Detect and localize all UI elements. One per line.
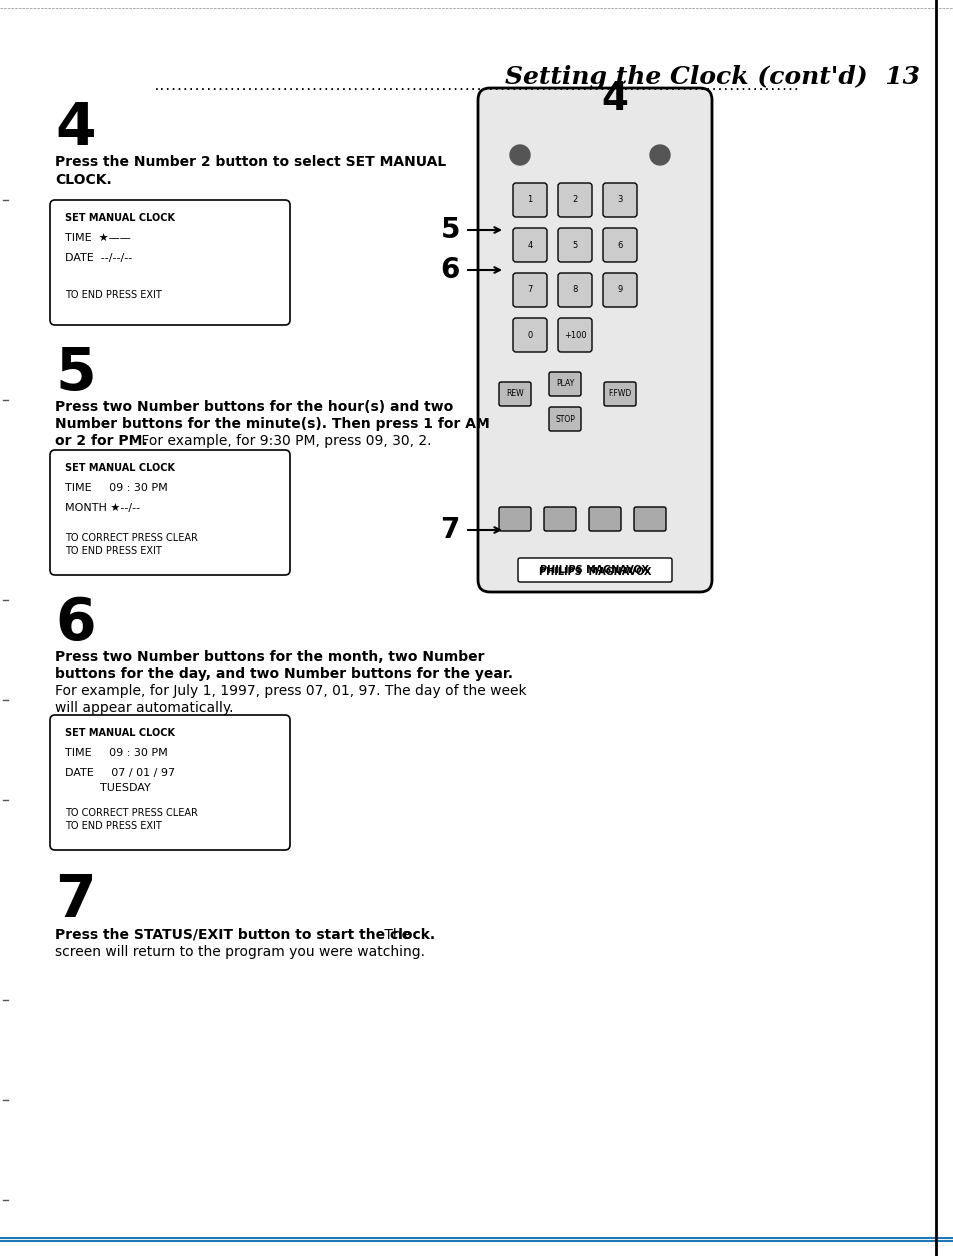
- FancyBboxPatch shape: [634, 507, 665, 531]
- Text: 7: 7: [527, 285, 532, 294]
- FancyBboxPatch shape: [602, 229, 637, 263]
- Text: MONTH ★--/--: MONTH ★--/--: [65, 502, 140, 512]
- Text: 2: 2: [572, 196, 577, 205]
- FancyBboxPatch shape: [548, 372, 580, 396]
- FancyBboxPatch shape: [588, 507, 620, 531]
- FancyBboxPatch shape: [603, 382, 636, 406]
- FancyBboxPatch shape: [498, 382, 531, 406]
- FancyBboxPatch shape: [50, 715, 290, 850]
- Text: 6: 6: [55, 595, 95, 652]
- Text: Setting the Clock (cont'd)  13: Setting the Clock (cont'd) 13: [504, 65, 919, 89]
- Text: SET MANUAL CLOCK: SET MANUAL CLOCK: [65, 214, 174, 224]
- FancyBboxPatch shape: [50, 450, 290, 575]
- Text: +100: +100: [563, 330, 586, 339]
- FancyBboxPatch shape: [50, 200, 290, 325]
- Text: 3: 3: [617, 196, 622, 205]
- Text: 8: 8: [572, 285, 578, 294]
- FancyBboxPatch shape: [477, 88, 711, 592]
- Text: TUESDAY: TUESDAY: [100, 782, 151, 793]
- Text: PLAY: PLAY: [556, 379, 574, 388]
- Text: SET MANUAL CLOCK: SET MANUAL CLOCK: [65, 728, 174, 739]
- FancyBboxPatch shape: [513, 183, 546, 217]
- Text: will appear automatically.: will appear automatically.: [55, 701, 233, 715]
- Text: The: The: [379, 928, 410, 942]
- Text: DATE     07 / 01 / 97: DATE 07 / 01 / 97: [65, 767, 175, 777]
- FancyBboxPatch shape: [513, 318, 546, 352]
- Text: Press two Number buttons for the month, two Number: Press two Number buttons for the month, …: [55, 651, 484, 664]
- Text: 7: 7: [55, 872, 95, 929]
- FancyBboxPatch shape: [513, 273, 546, 306]
- Text: TO CORRECT PRESS CLEAR: TO CORRECT PRESS CLEAR: [65, 808, 197, 818]
- Text: TIME     09 : 30 PM: TIME 09 : 30 PM: [65, 484, 168, 494]
- Text: 4: 4: [55, 100, 95, 157]
- Text: 1: 1: [527, 196, 532, 205]
- Text: 0: 0: [527, 330, 532, 339]
- Text: For example, for July 1, 1997, press 07, 01, 97. The day of the week: For example, for July 1, 1997, press 07,…: [55, 685, 526, 698]
- Text: 4: 4: [601, 80, 628, 118]
- Text: F.FWD: F.FWD: [608, 389, 631, 398]
- Text: TO END PRESS EXIT: TO END PRESS EXIT: [65, 821, 162, 831]
- Text: TO END PRESS EXIT: TO END PRESS EXIT: [65, 290, 162, 300]
- Text: Press two Number buttons for the hour(s) and two: Press two Number buttons for the hour(s)…: [55, 399, 457, 414]
- Text: 9: 9: [617, 285, 622, 294]
- FancyBboxPatch shape: [602, 273, 637, 306]
- Text: or 2 for PM.: or 2 for PM.: [55, 435, 148, 448]
- FancyBboxPatch shape: [558, 318, 592, 352]
- Circle shape: [649, 144, 669, 165]
- FancyBboxPatch shape: [548, 407, 580, 431]
- Text: TIME  ★——: TIME ★——: [65, 234, 131, 242]
- Text: TIME     09 : 30 PM: TIME 09 : 30 PM: [65, 749, 168, 759]
- Text: For example, for 9:30 PM, press 09, 30, 2.: For example, for 9:30 PM, press 09, 30, …: [137, 435, 431, 448]
- FancyBboxPatch shape: [558, 183, 592, 217]
- FancyBboxPatch shape: [558, 229, 592, 263]
- Text: 6: 6: [440, 256, 459, 284]
- FancyBboxPatch shape: [558, 273, 592, 306]
- Text: buttons for the day, and two Number buttons for the year.: buttons for the day, and two Number butt…: [55, 667, 513, 681]
- Text: Press the Number 2 button to select SET MANUAL
CLOCK.: Press the Number 2 button to select SET …: [55, 154, 446, 187]
- FancyBboxPatch shape: [602, 183, 637, 217]
- FancyBboxPatch shape: [543, 507, 576, 531]
- FancyBboxPatch shape: [498, 507, 531, 531]
- FancyBboxPatch shape: [517, 558, 671, 582]
- Text: 7: 7: [440, 516, 459, 544]
- Text: Press the STATUS/EXIT button to start the clock.: Press the STATUS/EXIT button to start th…: [55, 928, 435, 942]
- Text: screen will return to the program you were watching.: screen will return to the program you we…: [55, 945, 424, 960]
- Text: ................................................................................: ........................................…: [153, 82, 800, 92]
- Text: PHILIPS MAGNAVOX: PHILIPS MAGNAVOX: [540, 565, 649, 575]
- Text: 6: 6: [617, 240, 622, 250]
- Text: SET MANUAL CLOCK: SET MANUAL CLOCK: [65, 463, 174, 474]
- Text: DATE  --/--/--: DATE --/--/--: [65, 252, 132, 263]
- Text: STOP: STOP: [555, 414, 575, 423]
- Text: 5: 5: [572, 240, 577, 250]
- Text: REW: REW: [506, 389, 523, 398]
- Circle shape: [510, 144, 530, 165]
- Text: 5: 5: [55, 345, 95, 402]
- Text: TO CORRECT PRESS CLEAR: TO CORRECT PRESS CLEAR: [65, 533, 197, 543]
- Text: 4: 4: [527, 240, 532, 250]
- Text: 5: 5: [440, 216, 459, 244]
- FancyBboxPatch shape: [513, 229, 546, 263]
- Text: Number buttons for the minute(s). Then press 1 for AM: Number buttons for the minute(s). Then p…: [55, 417, 489, 431]
- Text: PHILIPS  MAGNAVOX: PHILIPS MAGNAVOX: [538, 566, 651, 577]
- Text: TO END PRESS EXIT: TO END PRESS EXIT: [65, 546, 162, 556]
